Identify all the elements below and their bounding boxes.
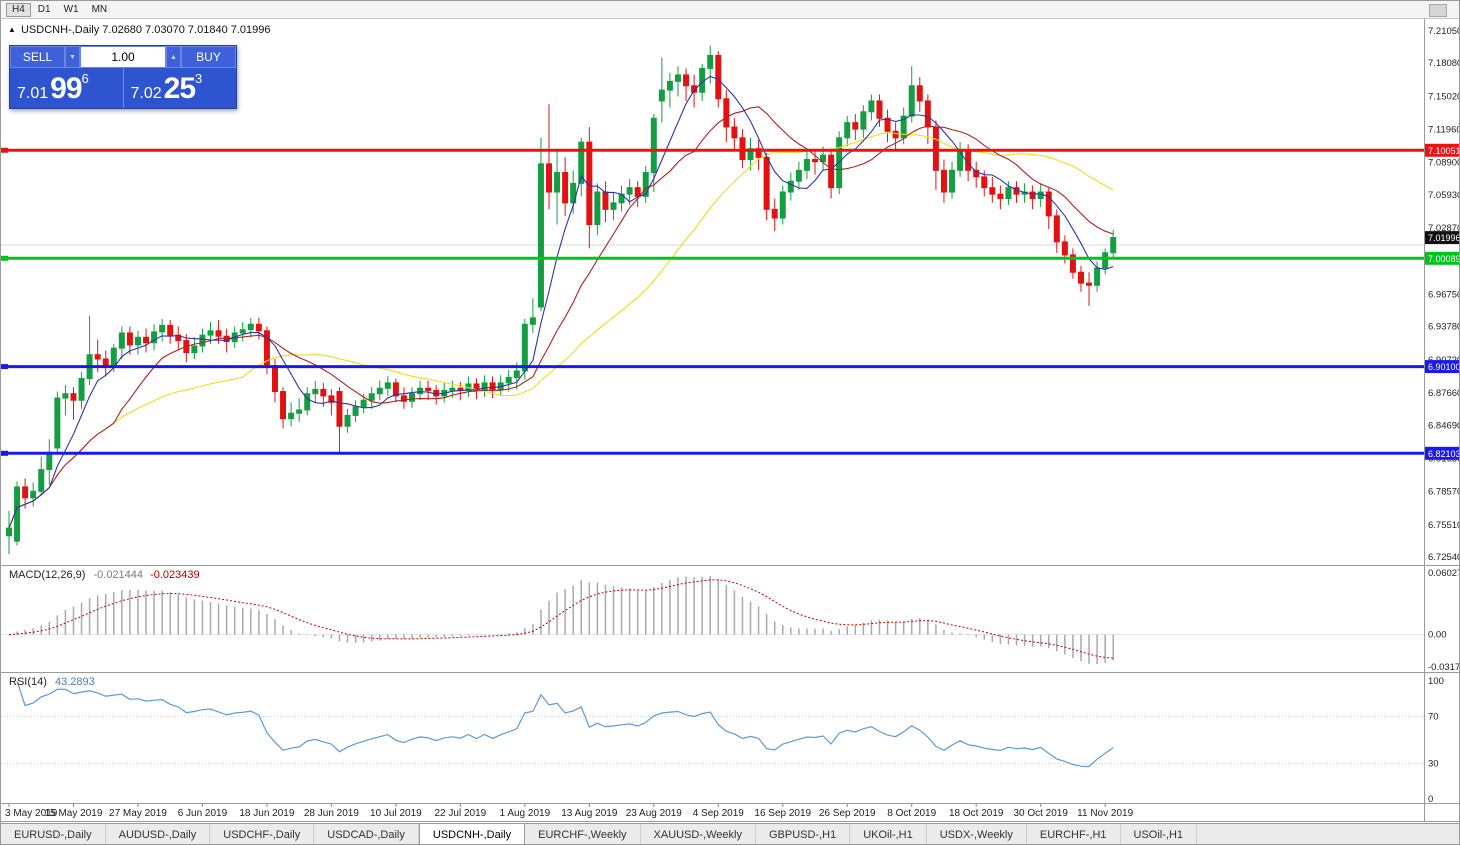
svg-text:6.87660: 6.87660	[1428, 388, 1460, 399]
svg-text:70: 70	[1428, 711, 1439, 722]
symbol-name: USDCNH-,Daily	[20, 24, 100, 36]
svg-text:13 Aug 2019: 13 Aug 2019	[561, 808, 618, 819]
symbol-ohlc: 7.02680 7.03070 7.01840 7.01996	[102, 24, 271, 36]
svg-text:6.72540: 6.72540	[1428, 552, 1460, 563]
panel-separators	[1, 19, 1459, 822]
ask-point: 3	[195, 71, 203, 86]
svg-text:3 May 2019: 3 May 2019	[5, 808, 58, 819]
timeframe-button-mn[interactable]: MN	[86, 3, 114, 17]
rsi-value: 43.2893	[54, 676, 95, 688]
timeframe-toolbar: H4 D1 W1 MN	[1, 1, 1459, 19]
bid-point: 6	[81, 71, 89, 86]
price-tags: 7.10051 7.00089 6.90100 6.82103 7.01996	[1425, 143, 1460, 460]
svg-text:6.84690: 6.84690	[1428, 420, 1460, 431]
svg-text:15 May 2019: 15 May 2019	[45, 808, 103, 819]
timeframe-button-h4[interactable]: H4	[6, 2, 31, 17]
macd-panel[interactable]: 0.06027 0.00 -0.03172	[1, 568, 1460, 673]
svg-text:10 Jul 2019: 10 Jul 2019	[370, 808, 422, 819]
symbol-arrow-icon: ▲	[8, 25, 16, 34]
macd-signal-value: -0.023439	[150, 569, 200, 581]
toolbar-widget[interactable]	[1429, 4, 1447, 17]
horizontal-level-lines[interactable]	[1, 147, 1424, 456]
rsi-name: RSI(14)	[9, 676, 47, 688]
svg-text:6.78570: 6.78570	[1428, 487, 1460, 498]
svg-text:7.01996: 7.01996	[1428, 233, 1460, 243]
svg-text:18 Oct 2019: 18 Oct 2019	[949, 808, 1004, 819]
svg-text:6.96750: 6.96750	[1428, 289, 1460, 300]
ask-integer: 7.02	[130, 85, 162, 102]
price-axis[interactable]: 7.21050 7.18080 7.15020 7.11960 7.08900 7.059…	[1428, 26, 1460, 563]
svg-text:-0.03172: -0.03172	[1428, 662, 1460, 673]
svg-text:27 May 2019: 27 May 2019	[109, 808, 167, 819]
sell-button[interactable]: SELL	[10, 46, 65, 68]
chart-tab-gbpusd-h1[interactable]: GBPUSD-,H1	[756, 824, 851, 844]
volume-decrease-button[interactable]: ▼	[65, 46, 80, 68]
svg-text:22 Jul 2019: 22 Jul 2019	[435, 808, 487, 819]
svg-text:23 Aug 2019: 23 Aug 2019	[626, 808, 683, 819]
svg-text:28 Jun 2019: 28 Jun 2019	[304, 808, 359, 819]
chart-tab-eurchf-weekly[interactable]: EURCHF-,Weekly	[525, 824, 641, 844]
ask-pips: 25	[163, 72, 196, 105]
svg-text:7.00089: 7.00089	[1428, 254, 1460, 264]
chart-tab-usdcad-daily[interactable]: USDCAD-,Daily	[314, 824, 419, 844]
timeframe-button-d1[interactable]: D1	[32, 3, 57, 17]
svg-text:30 Oct 2019: 30 Oct 2019	[1013, 808, 1068, 819]
svg-text:18 Jun 2019: 18 Jun 2019	[239, 808, 294, 819]
svg-text:7.11960: 7.11960	[1428, 125, 1460, 136]
chart-tab-eurchf-h1[interactable]: EURCHF-,H1	[1027, 824, 1121, 844]
svg-text:7.21050: 7.21050	[1428, 26, 1460, 37]
chart-tab-usoil-h1[interactable]: USOil-,H1	[1121, 824, 1198, 844]
candlestick-series[interactable]	[6, 45, 1117, 555]
svg-text:7.08900: 7.08900	[1428, 158, 1460, 169]
svg-text:1 Aug 2019: 1 Aug 2019	[500, 808, 551, 819]
svg-text:0.06027: 0.06027	[1428, 568, 1460, 579]
chart-tab-eurusd-daily[interactable]: EURUSD-,Daily	[1, 824, 106, 844]
one-click-trading-panel: SELL ▼ 1.00 ▲ BUY 7.01 99 6 7.02 25 3	[9, 45, 237, 109]
svg-text:100: 100	[1428, 676, 1444, 687]
rsi-panel[interactable]: 100 70 30 0	[1, 676, 1444, 805]
chart-tab-usdchf-daily[interactable]: USDCHF-,Daily	[210, 824, 315, 844]
bid-price-display[interactable]: 7.01 99 6	[10, 68, 123, 108]
svg-text:6.75510: 6.75510	[1428, 520, 1460, 531]
moving-average-lines	[8, 75, 1114, 529]
chart-tab-usdcnh-daily[interactable]: USDCNH-,Daily	[418, 824, 526, 844]
chart-tab-audusd-daily[interactable]: AUDUSD-,Daily	[106, 824, 211, 844]
buy-button[interactable]: BUY	[181, 46, 236, 68]
ask-price-display[interactable]: 7.02 25 3	[122, 68, 237, 108]
macd-indicator-label: MACD(12,26,9) -0.021444 -0.023439	[9, 569, 200, 581]
symbol-header: ▲ USDCNH-,Daily 7.02680 7.03070 7.01840 …	[8, 24, 271, 36]
svg-text:7.18080: 7.18080	[1428, 58, 1460, 69]
chart-tab-usdx-weekly[interactable]: USDX-,Weekly	[927, 824, 1027, 844]
svg-text:0.00: 0.00	[1428, 630, 1447, 641]
svg-text:8 Oct 2019: 8 Oct 2019	[887, 808, 936, 819]
bid-integer: 7.01	[17, 85, 49, 102]
svg-text:7.10051: 7.10051	[1428, 146, 1460, 156]
svg-text:11 Nov 2019: 11 Nov 2019	[1077, 808, 1133, 819]
macd-name: MACD(12,26,9)	[9, 569, 86, 581]
svg-text:30: 30	[1428, 759, 1439, 770]
bid-pips: 99	[50, 72, 82, 105]
svg-text:26 Sep 2019: 26 Sep 2019	[819, 808, 876, 819]
macd-value: -0.021444	[93, 569, 144, 581]
svg-text:6 Jun 2019: 6 Jun 2019	[178, 808, 228, 819]
svg-text:6.93780: 6.93780	[1428, 322, 1460, 333]
svg-text:16 Sep 2019: 16 Sep 2019	[754, 808, 811, 819]
volume-input[interactable]: 1.00	[80, 46, 166, 68]
svg-text:4 Sep 2019: 4 Sep 2019	[693, 808, 745, 819]
chart-tabs-bar: EURUSD-,Daily AUDUSD-,Daily USDCHF-,Daily U…	[1, 823, 1459, 844]
svg-text:0: 0	[1428, 794, 1433, 805]
svg-text:7.15020: 7.15020	[1428, 91, 1460, 102]
chart-tab-ukoil-h1[interactable]: UKOil-,H1	[850, 824, 927, 844]
svg-text:7.05930: 7.05930	[1428, 190, 1460, 201]
chart-tab-xauusd-weekly[interactable]: XAUUSD-,Weekly	[641, 824, 756, 844]
svg-text:7.02870: 7.02870	[1428, 223, 1460, 234]
rsi-indicator-label: RSI(14) 43.2893	[9, 676, 95, 688]
svg-text:6.82103: 6.82103	[1428, 449, 1460, 459]
svg-text:6.90100: 6.90100	[1428, 362, 1460, 372]
timeframe-button-w1[interactable]: W1	[58, 3, 85, 17]
volume-increase-button[interactable]: ▲	[166, 46, 181, 68]
